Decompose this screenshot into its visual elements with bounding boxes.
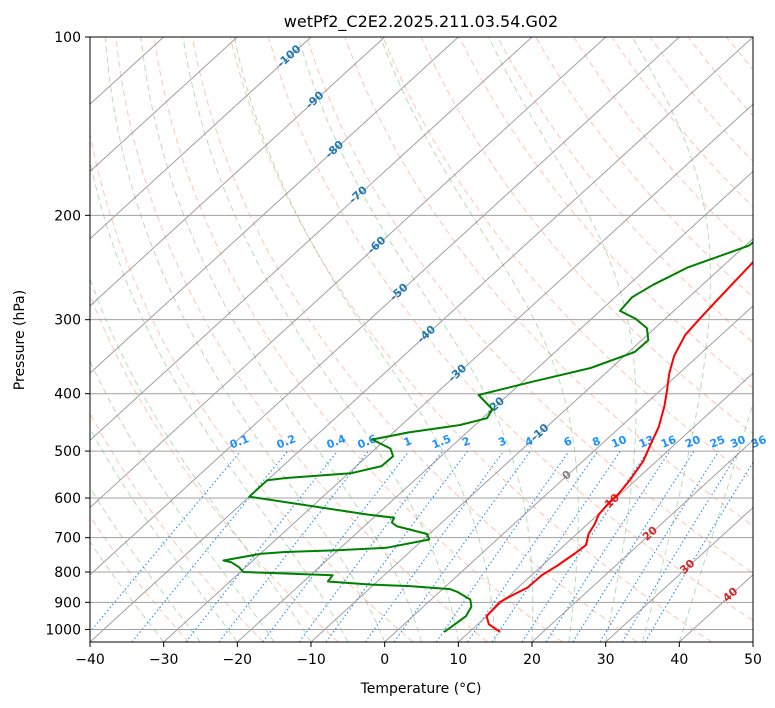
mixing-ratio-line [435, 450, 570, 642]
dry-adiabat [306, 37, 753, 574]
y-tick-label: 1000 [45, 622, 81, 638]
y-axis-label: Pressure (hPa) [12, 290, 28, 390]
y-tick-label: 800 [54, 565, 81, 581]
chart-title: wetPf2_C2E2.2025.211.03.54.G02 [284, 12, 558, 32]
isotherm-line [531, 439, 753, 642]
mixing-ratio-line [491, 450, 621, 642]
mixing-ratio-line [262, 450, 410, 642]
dry-adiabat [90, 412, 264, 642]
y-axis-ticks: 100 200 300 400 500 600 700 800 900 1000 [45, 30, 90, 638]
temperature-profile-line [485, 260, 753, 633]
mixing-ratio-line [621, 450, 740, 642]
moist-adiabat [488, 37, 637, 642]
mixing-ratio-label: 10 [610, 433, 629, 451]
x-tick-label: −30 [149, 652, 179, 668]
mixing-ratio-label: 36 [749, 433, 768, 451]
x-tick-label: 40 [670, 652, 688, 668]
moist-adiabat [632, 37, 711, 642]
dry-adiabat [90, 515, 190, 642]
mixing-ratio-line [364, 450, 505, 642]
dry-adiabat [191, 37, 638, 642]
x-axis-ticks: −40 −30 −20 −10 0 10 20 30 40 50 [75, 642, 762, 668]
background-lines [90, 37, 753, 642]
y-tick-label: 900 [54, 595, 81, 611]
dry-adiabat [382, 37, 753, 481]
dewpoint-profile-line [222, 240, 753, 633]
y-tick-label: 200 [54, 208, 81, 224]
mixing-ratio-label: 20 [683, 433, 702, 451]
x-tick-label: −40 [75, 652, 105, 668]
x-tick-label: 50 [744, 652, 762, 668]
y-tick-label: 100 [54, 30, 81, 46]
moist-adiabat [90, 158, 349, 642]
mixing-ratio-labels: 0.1 0.2 0.4 0.6 1 1.5 2 3 4 6 8 10 13 16 20 25 30 36 [228, 432, 769, 451]
moist-adiabat [182, 37, 459, 642]
isotherm-line [457, 372, 753, 642]
isotherm-line [90, 37, 753, 642]
y-tick-label: 400 [54, 387, 81, 403]
isotherm-line [605, 506, 753, 642]
x-axis-label: Temperature (°C) [360, 681, 482, 697]
mixing-ratio-line [131, 450, 289, 642]
mixing-ratio-line [185, 450, 339, 642]
mixing-ratio-line [298, 450, 444, 642]
isotherm-line [90, 37, 386, 307]
dry-adiabat [153, 37, 563, 642]
moist-adiabat [297, 37, 534, 642]
moist-adiabat [105, 37, 386, 642]
mixing-ratio-line [545, 450, 671, 642]
dry-adiabat [496, 37, 753, 344]
mixing-ratio-line [325, 450, 468, 642]
y-tick-label: 500 [54, 444, 81, 460]
mixing-ratio-label: 25 [708, 433, 727, 451]
x-tick-label: −10 [296, 652, 326, 668]
mixing-ratio-label: 2 [460, 434, 472, 449]
isotherm-line [90, 37, 459, 374]
moist-adiabat [90, 427, 238, 642]
dry-adiabat [115, 37, 488, 642]
isotherm-line [90, 37, 238, 173]
isotherm-line [90, 37, 533, 442]
x-tick-label: −20 [223, 652, 253, 668]
moist-adiabat [140, 37, 422, 642]
moist-adiabat [90, 540, 165, 642]
moist-adiabat [379, 37, 579, 642]
isotherm-line [90, 37, 607, 509]
isotherm-line [384, 305, 753, 642]
y-tick-label: 300 [54, 313, 81, 329]
x-tick-label: 10 [449, 652, 467, 668]
moist-adiabat [233, 37, 496, 642]
y-tick-label: 700 [54, 531, 81, 547]
mixing-ratio-line [467, 450, 599, 642]
dry-adiabat [268, 37, 753, 622]
x-tick-label: 20 [523, 652, 541, 668]
mixing-ratio-line [572, 450, 695, 642]
mixing-ratio-label: 8 [590, 434, 602, 449]
mixing-ratio-label: 16 [659, 433, 678, 451]
moist-adiabat [90, 359, 275, 642]
isotherm-line [90, 37, 680, 576]
mixing-ratio-label: 1 [402, 434, 414, 449]
isotherm-line [163, 103, 753, 642]
x-tick-label: 0 [380, 652, 389, 668]
isotherm-line [90, 37, 312, 240]
x-tick-label: 30 [597, 652, 615, 668]
y-tick-label: 600 [54, 491, 81, 507]
isotherm-line [236, 170, 753, 642]
mixing-ratio-label: 13 [637, 433, 656, 451]
dry-adiabat [90, 131, 414, 642]
moist-adiabat [678, 401, 753, 642]
moist-adiabat [90, 486, 201, 642]
profile-lines [222, 240, 753, 633]
mixing-ratio-line [90, 450, 242, 633]
plot-frame [89, 36, 754, 643]
mixing-ratio-label: 30 [728, 433, 747, 451]
mixing-ratio-label: 3 [496, 434, 508, 449]
